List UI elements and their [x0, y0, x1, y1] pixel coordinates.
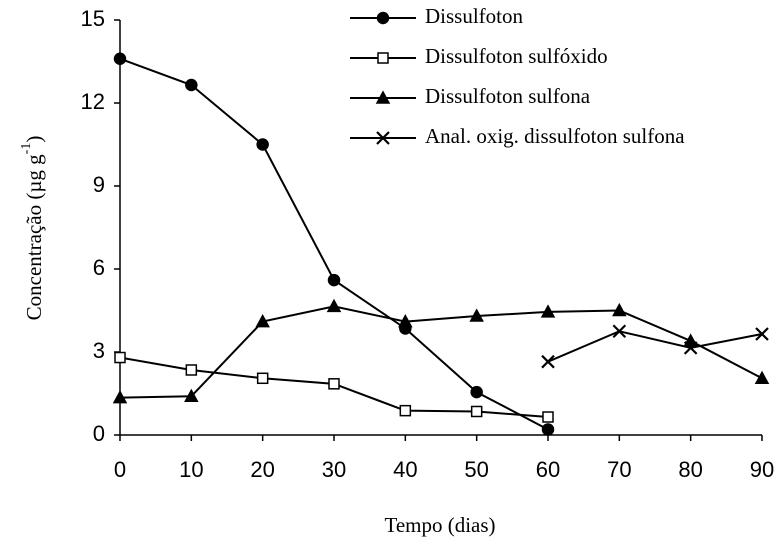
marker: [184, 388, 199, 403]
legend-marker: [375, 90, 391, 104]
marker: [754, 370, 770, 385]
marker: [255, 314, 270, 328]
y-tick-label: 9: [93, 172, 105, 197]
marker: [398, 314, 413, 328]
marker: [327, 273, 341, 287]
x-axis-label: Tempo (dias): [384, 513, 495, 537]
y-label-sup: -1: [19, 143, 34, 155]
y-tick-label: 12: [81, 89, 105, 114]
y-axis-label: Concentração (µg g-1): [19, 136, 46, 321]
x-tick-label: 80: [678, 457, 702, 482]
marker: [256, 138, 269, 151]
x-tick-label: 50: [464, 457, 488, 482]
x-tick-label: 20: [250, 457, 274, 482]
marker: [612, 324, 627, 339]
y-tick-label: 15: [81, 6, 105, 31]
x-tick-label: 70: [607, 457, 631, 482]
marker: [185, 364, 198, 376]
marker: [542, 411, 554, 423]
marker: [399, 404, 412, 417]
legend-label: Dissulfoton sulfóxido: [425, 44, 608, 68]
x-tick-label: 0: [114, 457, 126, 482]
legend-label: Anal. oxig. dissulfoton sulfona: [425, 124, 685, 148]
series-line: [119, 57, 549, 431]
marker: [328, 378, 340, 390]
y-label-main: Concentração (µg g: [22, 154, 46, 321]
marker: [612, 302, 627, 317]
marker: [683, 341, 698, 355]
marker: [113, 52, 127, 65]
legend-marker: [376, 11, 390, 25]
marker: [470, 385, 483, 399]
marker: [112, 390, 128, 404]
legend-label: Dissulfoton sulfona: [425, 84, 591, 108]
x-tick-label: 30: [322, 457, 346, 482]
marker: [470, 405, 483, 418]
y-tick-label: 6: [93, 255, 105, 280]
marker: [541, 423, 555, 436]
marker: [541, 354, 555, 369]
legend-marker: [377, 52, 389, 64]
marker: [326, 298, 342, 313]
x-tick-label: 90: [750, 457, 774, 482]
x-tick-label: 10: [179, 457, 203, 482]
y-tick-label: 3: [93, 338, 105, 363]
marker: [185, 78, 198, 92]
marker: [755, 327, 769, 341]
legend-label: Dissulfoton: [425, 4, 524, 28]
marker: [256, 372, 269, 385]
marker: [540, 304, 556, 318]
series-line: [547, 330, 763, 363]
x-tick-label: 40: [393, 457, 417, 482]
series-line: [119, 305, 763, 399]
marker: [114, 351, 126, 364]
marker: [683, 333, 698, 347]
y-tick-label: 0: [93, 421, 105, 446]
marker: [469, 308, 484, 322]
y-label-end: ): [22, 136, 46, 143]
legend-marker: [376, 131, 390, 145]
x-tick-label: 60: [536, 457, 560, 482]
